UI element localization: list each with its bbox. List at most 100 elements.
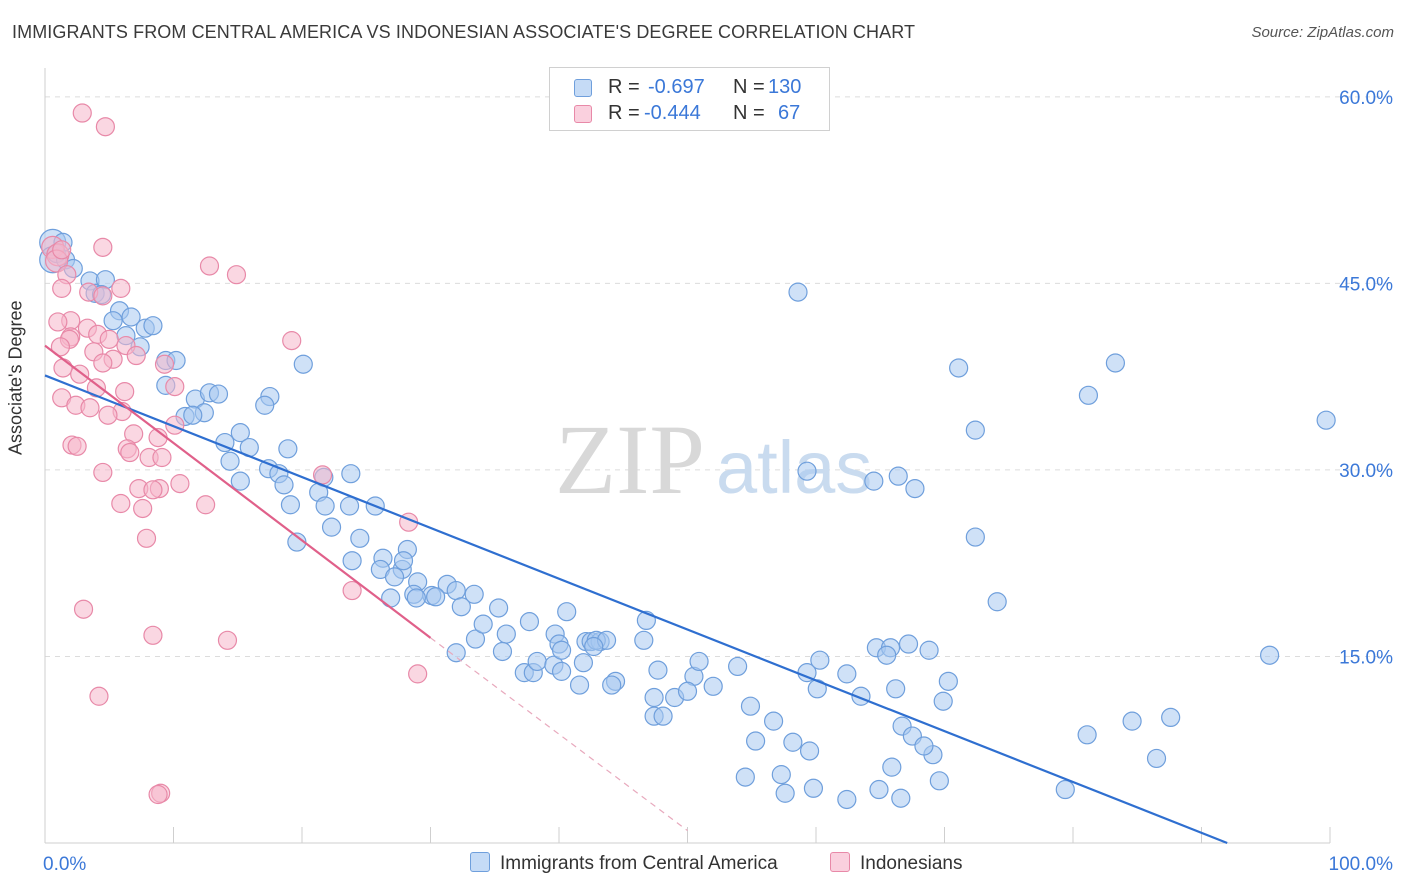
data-point (446, 580, 466, 601)
data-point (115, 381, 135, 402)
grid-lines (45, 96, 1393, 657)
data-point (48, 312, 68, 332)
data-point (67, 436, 87, 456)
tick-labels: 15.0% 30.0% 45.0% 60.0% 0.0% 100.0% (43, 88, 1393, 875)
data-point (1122, 711, 1142, 731)
legend-swatch-pink (830, 852, 850, 872)
y-tick-label: 15.0% (1339, 647, 1393, 668)
y-tick-label: 30.0% (1339, 461, 1393, 482)
data-point (199, 256, 220, 276)
data-point (93, 353, 113, 373)
data-point (393, 551, 414, 571)
data-point (837, 789, 857, 810)
data-point (53, 358, 73, 378)
data-point (52, 240, 72, 260)
y-axis-label: Associate's Degree (5, 300, 26, 455)
data-point (93, 237, 113, 257)
data-point (217, 630, 238, 650)
data-point (569, 675, 590, 695)
trend-lines (44, 344, 1228, 845)
series-central-america (39, 228, 1336, 810)
data-point (653, 706, 673, 726)
data-point (342, 580, 362, 601)
chart-title: IMMIGRANTS FROM CENTRAL AMERICA VS INDON… (12, 22, 916, 42)
data-point (648, 660, 668, 680)
data-point (644, 687, 664, 708)
data-point (93, 462, 113, 483)
data-point (406, 588, 426, 608)
data-point (1077, 725, 1097, 745)
data-point (803, 778, 824, 798)
data-point (120, 442, 140, 463)
data-point (771, 765, 791, 785)
data-point (584, 636, 604, 657)
y-tick-label: 45.0% (1339, 274, 1393, 295)
data-point (728, 656, 748, 677)
data-point (551, 640, 572, 660)
data-point (282, 331, 302, 351)
data-point (152, 447, 172, 468)
data-point (746, 731, 766, 751)
data-point (103, 311, 123, 331)
data-point (408, 664, 428, 684)
trend-line (44, 374, 1228, 845)
data-point (965, 420, 985, 440)
data-point (170, 474, 190, 494)
legend-n-value: 130 (768, 76, 802, 98)
data-point (888, 466, 908, 486)
data-point (882, 757, 902, 777)
data-point (274, 475, 294, 495)
data-point (126, 345, 146, 366)
legend-label-central-america: Immigrants from Central America (500, 853, 778, 874)
data-point (315, 496, 335, 516)
data-point (148, 784, 168, 805)
legend-swatch-blue (574, 79, 592, 97)
data-point (1161, 707, 1181, 728)
data-point (111, 493, 131, 514)
data-point (703, 676, 723, 696)
data-point (788, 282, 808, 302)
data-point (95, 117, 115, 137)
data-point (72, 103, 92, 123)
data-point (321, 517, 342, 537)
data-point (93, 286, 113, 306)
y-tick-label: 60.0% (1339, 88, 1393, 109)
data-point (797, 461, 817, 481)
data-point (492, 641, 513, 662)
data-point (381, 588, 401, 608)
source-label: Source: ZipAtlas.com (1251, 24, 1394, 41)
data-point (226, 265, 247, 285)
data-point (230, 471, 250, 491)
data-point (905, 478, 925, 499)
x-tick-label: 0.0% (43, 854, 86, 875)
data-point (929, 771, 949, 791)
data-point (877, 645, 897, 665)
data-point (677, 681, 698, 701)
data-point (1055, 779, 1075, 800)
data-point (891, 788, 911, 808)
data-point (293, 354, 313, 374)
legend-r-label: R = (608, 76, 640, 98)
data-point (634, 630, 654, 650)
legend-label-indonesians: Indonesians (860, 853, 963, 874)
data-point (735, 767, 755, 787)
data-point (914, 736, 934, 756)
data-point (933, 691, 953, 711)
data-point (886, 679, 906, 699)
x-tick-label: 100.0% (1329, 854, 1394, 875)
data-point (1260, 645, 1280, 665)
data-point (949, 358, 969, 378)
data-point (489, 598, 509, 618)
axes (44, 68, 1331, 844)
data-point (1078, 385, 1099, 405)
data-point (52, 278, 72, 298)
data-point (519, 612, 540, 632)
data-point (451, 597, 471, 617)
data-point (446, 643, 466, 663)
data-point (80, 398, 100, 418)
series-indonesians (41, 103, 428, 805)
data-point (339, 496, 360, 516)
legend-n-value: 67 (778, 102, 801, 124)
data-point (898, 634, 919, 654)
